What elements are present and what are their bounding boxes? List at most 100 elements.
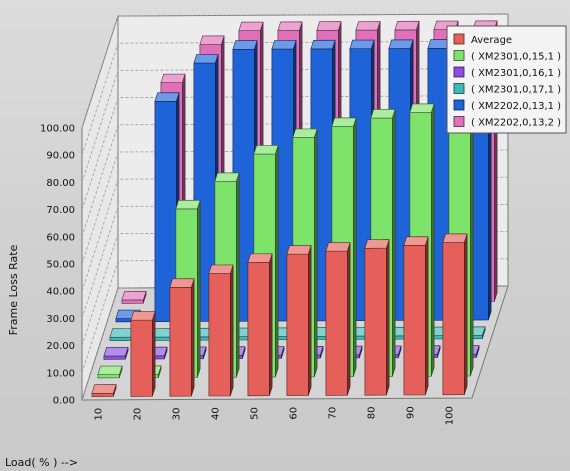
legend-label: ( XM2301,0,16,1 ) (471, 68, 561, 79)
bar-side (268, 253, 273, 396)
bar-front (442, 242, 465, 396)
legend-label: ( XM2301,0,15,1 ) (471, 52, 561, 63)
bar-top (271, 40, 297, 50)
legend-label: Average (471, 35, 512, 46)
bar-side (230, 264, 234, 396)
bar (403, 236, 429, 396)
bar-front (130, 319, 153, 397)
y-tick-label: 70.00 (46, 205, 75, 216)
bar-top (310, 39, 336, 50)
bar-top (370, 109, 396, 119)
x-tick-label: 60 (289, 407, 300, 420)
legend-label: ( XM2202,0,13,2 ) (471, 118, 561, 129)
bar-top (277, 21, 303, 31)
bar-top (199, 35, 225, 45)
y-tick-label: 10.00 (46, 368, 75, 379)
bar (169, 278, 195, 397)
y-tick-label: 100.00 (40, 124, 75, 135)
bar-front (169, 286, 192, 397)
bar-side (191, 278, 195, 397)
bar-top (232, 40, 258, 50)
legend-swatch (453, 33, 465, 45)
bar (109, 328, 135, 341)
bar-series (91, 20, 498, 397)
x-tick-label: 50 (250, 407, 261, 420)
bar-top (103, 346, 129, 357)
y-tick-label: 40.00 (46, 287, 75, 298)
bar-top (91, 384, 117, 394)
gridline (81, 13, 509, 129)
bar-top (247, 253, 273, 263)
bar-side (391, 109, 396, 377)
bar (97, 365, 123, 379)
x-tick-label: 100 (445, 406, 456, 425)
bar-top (121, 290, 147, 301)
bar-top (97, 365, 123, 376)
bar-front (364, 247, 387, 396)
bar (442, 233, 468, 396)
x-tick-label: 40 (211, 407, 222, 420)
bar-top (253, 145, 279, 155)
bar-side (385, 239, 390, 396)
legend-box (446, 25, 567, 134)
y-tick-label: 90.00 (46, 151, 75, 162)
bar-top (331, 117, 357, 127)
bar-top (442, 233, 468, 243)
bar-front (247, 262, 270, 397)
y-axis-title: Frame Loss Rate (7, 244, 20, 335)
bar-top (325, 242, 351, 252)
bar (91, 384, 117, 397)
bar-top (403, 236, 429, 246)
bar-front (103, 355, 126, 360)
x-tick-label: 90 (406, 406, 417, 419)
bar (286, 245, 312, 396)
bar-side (307, 245, 312, 396)
legend-label: ( XM2301,0,17,1 ) (471, 85, 561, 96)
bar-front (325, 250, 348, 396)
bar-top (409, 103, 435, 113)
x-tick-label: 30 (172, 408, 183, 421)
y-tick-label: 0.00 (53, 396, 75, 407)
legend-swatch (453, 83, 465, 94)
legend-swatch (453, 66, 465, 78)
bar-side (236, 172, 240, 378)
legend-swatch (453, 50, 465, 61)
bar (325, 242, 351, 396)
bar (364, 239, 390, 396)
bar-side (152, 311, 156, 397)
bar-top (349, 39, 375, 50)
bar-top (154, 92, 180, 102)
bar-top (175, 199, 201, 210)
bar-side (274, 145, 279, 378)
x-tick-label: 80 (367, 407, 378, 420)
y-tick-label: 50.00 (46, 260, 75, 271)
bar-top (193, 54, 219, 64)
bar (103, 346, 129, 360)
bar-side (352, 117, 357, 377)
bar-side (313, 128, 318, 377)
x-axis-title: Load( % ) --> (5, 456, 78, 469)
bar-front (121, 299, 144, 304)
bar-front (286, 253, 309, 396)
bar-top (160, 73, 186, 84)
legend-swatch (453, 116, 465, 127)
bar (247, 253, 273, 397)
bar-top (292, 128, 318, 138)
bar-top (130, 311, 156, 321)
bar-side (430, 103, 435, 377)
bar-side (463, 233, 468, 395)
x-tick-label: 20 (133, 408, 144, 421)
x-tick-label: 10 (94, 408, 105, 421)
bar (130, 311, 156, 397)
x-axis-ticks: 10 20 30 40 50 60 70 80 90 100 (94, 406, 456, 425)
bar-front (91, 392, 114, 397)
bar-top (286, 245, 312, 255)
bar-top (169, 278, 195, 288)
bar-front (97, 374, 120, 379)
bar-top (214, 172, 240, 182)
bar-top (364, 239, 390, 249)
bar-top (208, 264, 234, 274)
bar-side (424, 236, 429, 395)
legend-swatch (453, 99, 465, 111)
